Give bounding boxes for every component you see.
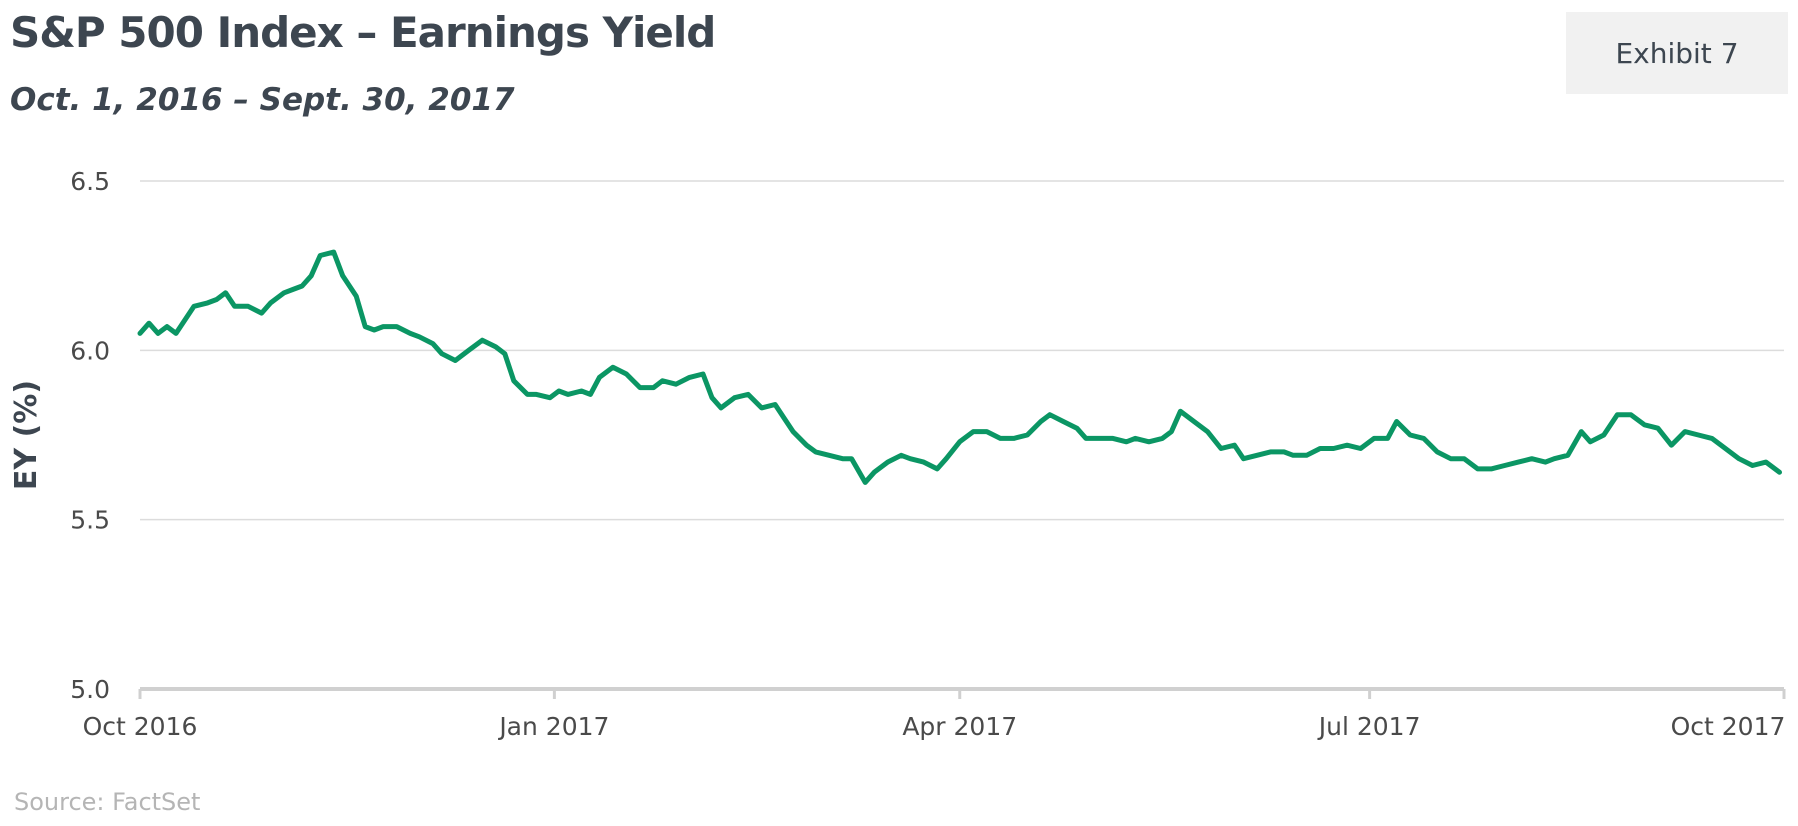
y-axis-ticks: 5.0 5.5 6.0 6.5 (70, 167, 110, 704)
source-note: Source: FactSet (14, 788, 201, 816)
exhibit-label: Exhibit 7 (1615, 36, 1739, 70)
gridlines (140, 180, 1784, 521)
series-line-earnings-yield (137, 249, 1782, 485)
y-tick-label: 5.5 (70, 506, 110, 535)
series-layer (137, 249, 1782, 485)
line-chart: 5.0 5.5 6.0 6.5 Oct 2016 Jan 2017 Apr 2017 Jul… (9, 167, 1786, 741)
y-tick-label: 6.0 (70, 336, 110, 365)
x-axis-ticks: Oct 2016 Jan 2017 Apr 2017 Jul 2017 Oct 2017 (83, 689, 1786, 741)
x-tick-label: Apr 2017 (902, 712, 1017, 741)
y-axis-label: EY (%) (9, 380, 44, 490)
x-tick-label: Oct 2017 (1671, 712, 1786, 741)
x-tick-label: Jul 2017 (1317, 712, 1421, 741)
y-tick-label: 6.5 (70, 167, 110, 196)
y-tick-label: 5.0 (70, 675, 110, 704)
x-tick-label: Jan 2017 (497, 712, 609, 741)
exhibit-badge: Exhibit 7 (1566, 12, 1788, 94)
chart-subtitle: Oct. 1, 2016 – Sept. 30, 2017 (10, 82, 515, 118)
chart-title: S&P 500 Index – Earnings Yield (10, 8, 716, 57)
x-tick-label: Oct 2016 (83, 712, 198, 741)
